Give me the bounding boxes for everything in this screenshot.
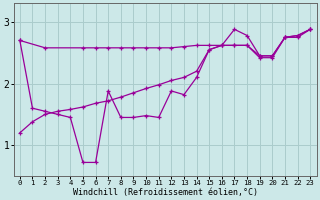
X-axis label: Windchill (Refroidissement éolien,°C): Windchill (Refroidissement éolien,°C) — [73, 188, 258, 197]
